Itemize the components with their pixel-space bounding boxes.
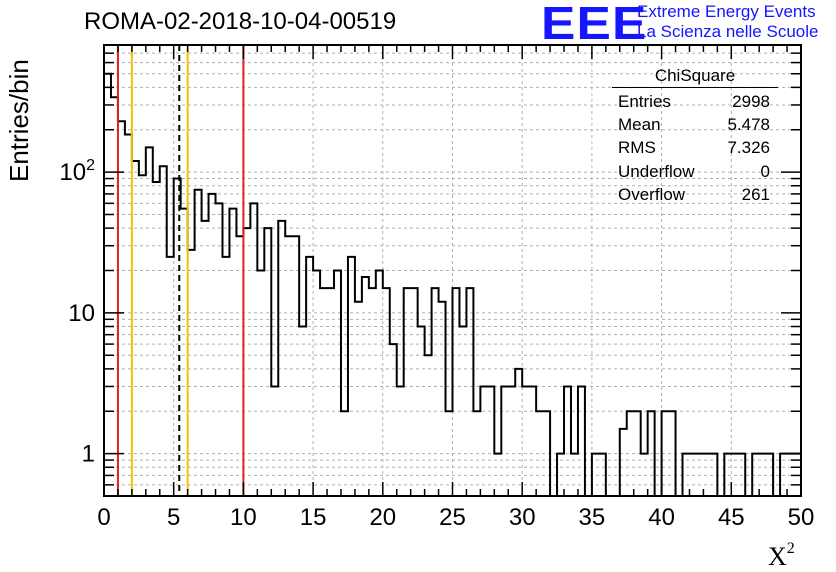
y-tick-label: 102: [59, 157, 95, 186]
stats-box: ChiSquare Entries 2998 Mean 5.478 RMS 7.…: [612, 66, 778, 206]
eee-logo: EEE: [541, 0, 648, 49]
x-tick-label: 35: [579, 504, 606, 531]
stats-value: 7.326: [727, 138, 770, 158]
y-axis-label: Entries/bin: [4, 59, 34, 182]
marker-lines-layer: [116, 45, 245, 496]
x-tick-label: 50: [788, 504, 815, 531]
logo-subtitle-2: La Scienza nelle Scuole: [637, 22, 819, 41]
stats-box-title: ChiSquare: [612, 66, 778, 88]
stats-label: Entries: [618, 92, 671, 111]
stats-row: Overflow 261: [612, 183, 778, 206]
stats-row: Underflow 0: [612, 160, 778, 183]
stats-label: Mean: [618, 115, 661, 135]
x-tick-label: 10: [230, 504, 257, 531]
x-axis-label-superscript: 2: [786, 540, 795, 557]
stats-label: Underflow: [618, 161, 695, 181]
x-tick-label: 0: [97, 504, 110, 531]
stats-row: Entries 2998: [612, 90, 778, 113]
stats-label: Overflow: [618, 184, 686, 204]
x-axis-label: X2: [768, 540, 795, 572]
chart-title: ROMA-02-2018-10-04-00519: [84, 8, 397, 35]
stats-row: RMS 7.326: [612, 136, 778, 159]
logo-subtitle-1: Extreme Energy Events: [637, 2, 816, 21]
x-tick-label: 25: [439, 504, 466, 531]
stats-label: RMS: [618, 138, 656, 158]
stats-value: 2998: [732, 92, 770, 111]
x-tick-label: 45: [718, 504, 745, 531]
stats-row: Mean 5.478: [612, 113, 778, 136]
x-tick-label: 15: [300, 504, 327, 531]
stats-value: 5.478: [727, 115, 770, 135]
x-tick-label: 20: [369, 504, 396, 531]
stats-value: 0: [760, 161, 770, 181]
x-tick-label: 30: [509, 504, 536, 531]
x-axis-label-base: X: [768, 542, 787, 571]
y-tick-label: 10: [68, 300, 95, 327]
y-tick-label: 1: [82, 441, 95, 468]
x-tick-label: 5: [167, 504, 180, 531]
y-tick-label-base: 10: [59, 159, 86, 186]
x-tick-label: 40: [648, 504, 675, 531]
stats-value: 261: [741, 184, 770, 204]
y-tick-label-superscript: 2: [86, 157, 95, 174]
